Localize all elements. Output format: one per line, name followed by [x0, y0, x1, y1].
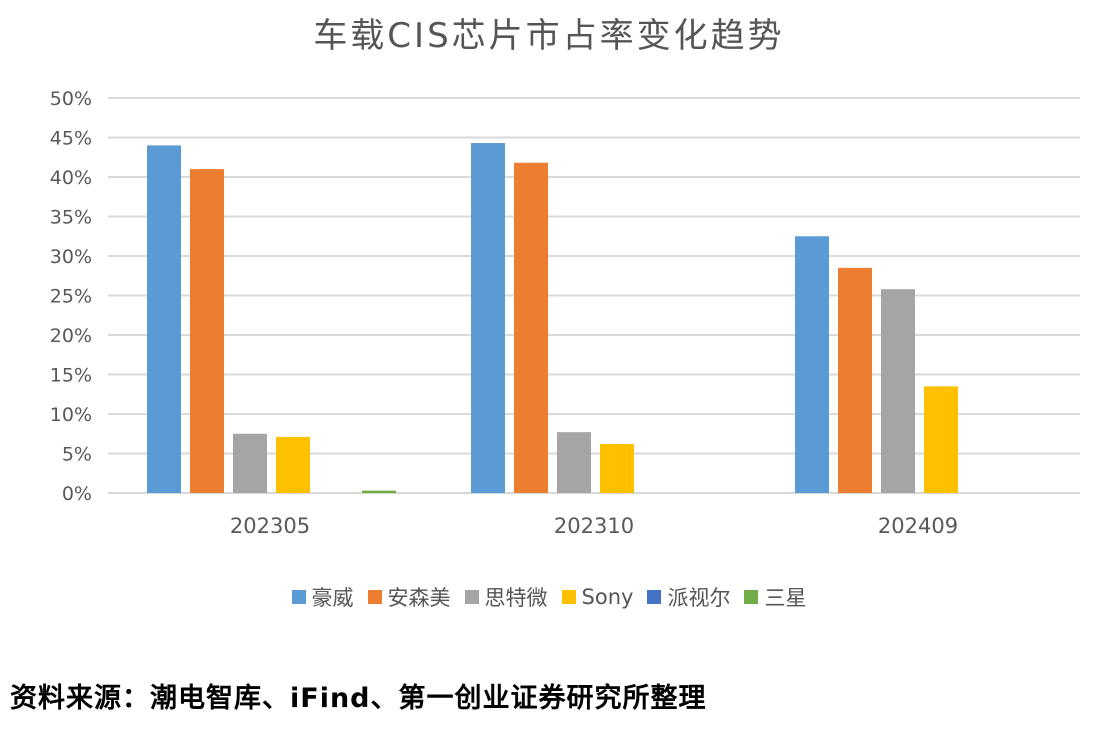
- legend-swatch: [464, 590, 479, 604]
- legend-label: Sony: [581, 585, 634, 609]
- legend-label: 派视尔: [667, 586, 731, 610]
- y-tick-label: 30%: [50, 246, 92, 268]
- bar-豪威: [795, 236, 829, 493]
- legend-item: 豪威: [291, 582, 354, 612]
- legend-swatch: [744, 590, 759, 604]
- bar-三星: [362, 490, 396, 493]
- bar-安森美: [838, 267, 872, 493]
- y-tick-label: 45%: [50, 128, 92, 150]
- bar-chart: 0% 5% 10% 15% 20% 25% 30% 35% 40% 45% 50% 202305 202…: [50, 88, 1080, 538]
- legend-item: 派视尔: [647, 582, 730, 612]
- bar-思特微: [557, 432, 591, 493]
- legend-label: 豪威: [311, 586, 354, 610]
- y-tick-label: 5%: [62, 444, 92, 466]
- legend-swatch: [561, 590, 576, 604]
- y-tick-label: 10%: [50, 404, 92, 426]
- bar-豪威: [147, 145, 181, 493]
- y-tick-label: 40%: [50, 167, 92, 189]
- legend-item: 安森美: [367, 582, 451, 612]
- legend-swatch: [647, 590, 662, 604]
- legend-label: 三星: [764, 586, 807, 610]
- source-note: 资料来源：潮电智库、iFind、第一创业证券研究所整理: [10, 683, 707, 714]
- bar-思特微: [881, 289, 915, 493]
- bar-豪威: [471, 143, 505, 493]
- bar-Sony: [924, 386, 958, 493]
- chart-title: 车载CIS芯片市占率变化趋势: [313, 16, 785, 56]
- bar-Sony: [276, 436, 310, 493]
- legend: 豪威 安森美 思特微 Sony 派视尔 三星: [0, 582, 1098, 612]
- y-tick-label: 25%: [50, 286, 92, 308]
- bar-安森美: [514, 162, 548, 493]
- legend-item: 思特微: [464, 582, 548, 612]
- legend-label: 思特微: [484, 586, 548, 610]
- x-tick-label: 202310: [554, 514, 634, 538]
- bar-Sony: [600, 444, 634, 493]
- bar-思特微: [233, 433, 267, 493]
- legend-swatch: [367, 590, 382, 604]
- y-tick-label: 35%: [50, 207, 92, 229]
- legend-label: 安森美: [387, 586, 451, 610]
- y-tick-label: 20%: [50, 325, 92, 347]
- y-tick-label: 0%: [62, 483, 92, 505]
- legend-item: Sony: [561, 582, 634, 612]
- legend-item: 三星: [744, 582, 806, 612]
- y-tick-label: 50%: [50, 88, 92, 110]
- x-tick-label: 202409: [878, 514, 958, 538]
- legend-swatch: [291, 590, 306, 604]
- y-tick-label: 15%: [50, 365, 92, 387]
- x-tick-label: 202305: [230, 514, 310, 538]
- bar-安森美: [190, 169, 224, 493]
